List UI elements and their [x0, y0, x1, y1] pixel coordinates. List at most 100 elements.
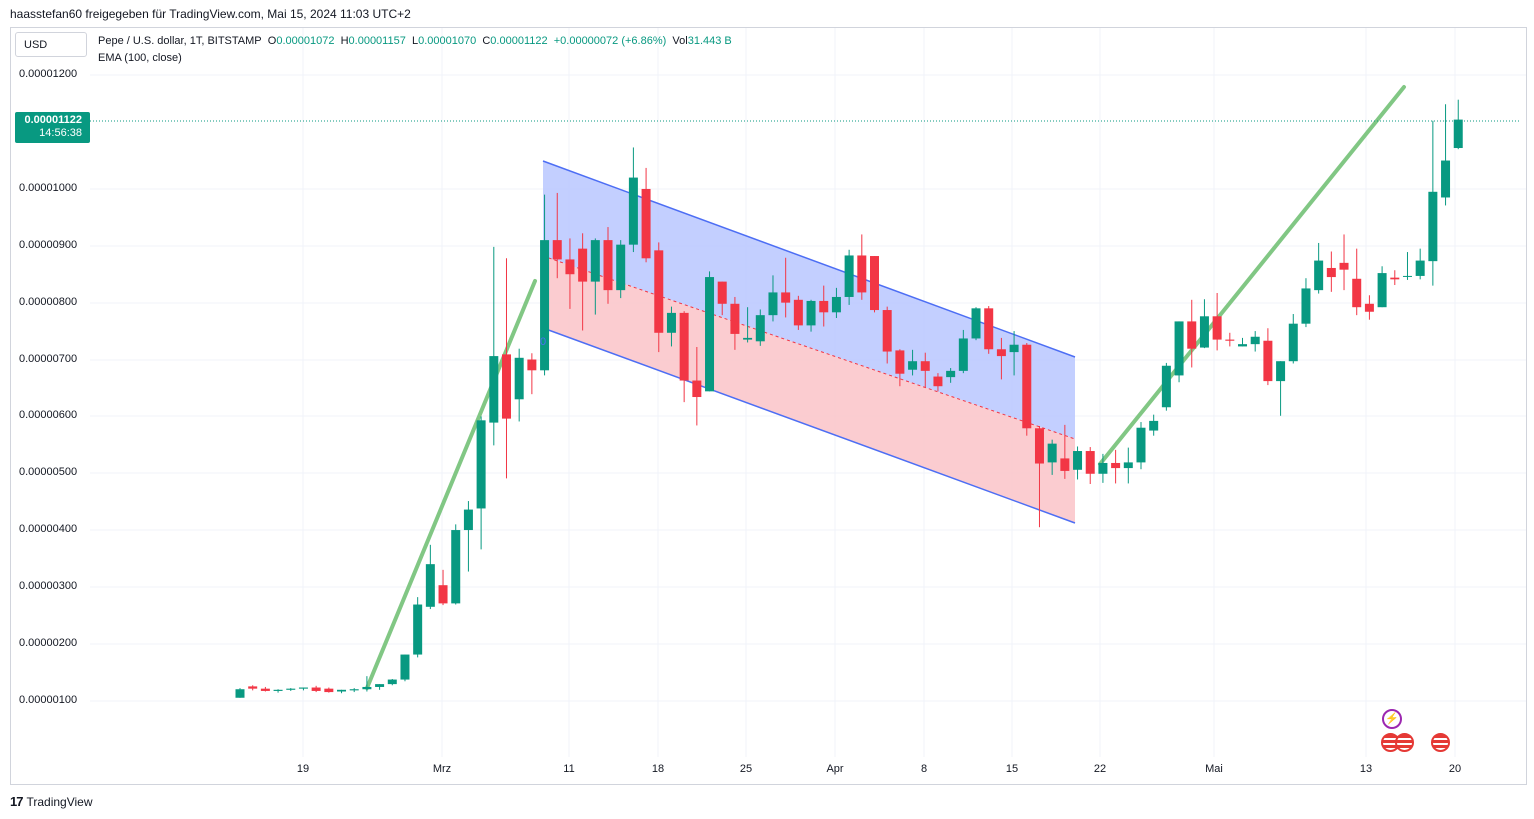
candle-body: [1250, 336, 1260, 345]
candle-body: [1415, 260, 1425, 276]
candle-body: [1263, 340, 1273, 382]
candle: [1339, 234, 1349, 291]
candle-body: [616, 244, 626, 291]
legend-close-label: C: [482, 35, 491, 47]
candle-body: [1073, 451, 1083, 470]
tradingview-logo-icon: 17: [10, 794, 24, 809]
lightning-event-icon[interactable]: ⚡: [1382, 709, 1402, 729]
candle: [1276, 361, 1286, 416]
candle-body: [882, 310, 892, 352]
channel-upper-fill: [543, 161, 1075, 439]
candle: [1314, 242, 1324, 294]
x-tick-label: Apr: [826, 763, 844, 775]
legend-volume: 31.443 B: [687, 35, 732, 47]
candle: [1111, 449, 1121, 484]
candle-body: [844, 255, 854, 297]
candle: [1415, 248, 1425, 280]
candle-body: [324, 688, 334, 693]
indicator-legend[interactable]: EMA (100, close): [98, 52, 182, 64]
candle-body: [1390, 277, 1400, 280]
candle-body: [641, 188, 651, 259]
candle: [1377, 266, 1387, 308]
current-price-value: 0.00001122: [24, 114, 82, 126]
candle: [1441, 104, 1451, 206]
candle: [628, 147, 638, 253]
candle: [819, 285, 829, 327]
candle-body: [1364, 303, 1374, 312]
trend-lines: [365, 85, 1406, 690]
candle: [1428, 120, 1438, 286]
candle-body: [1136, 427, 1146, 463]
candle: [489, 246, 499, 446]
candle: [1085, 447, 1095, 485]
candle: [933, 373, 943, 392]
candle-body: [1453, 119, 1463, 149]
candle: [743, 307, 753, 343]
us-flag-event-icon[interactable]: [1431, 733, 1450, 752]
currency-button[interactable]: USD: [15, 32, 87, 57]
candle: [1402, 252, 1412, 280]
candle: [984, 306, 994, 354]
candle-body: [768, 292, 778, 316]
candle-body: [1301, 288, 1311, 324]
candle: [1034, 426, 1044, 528]
candle-body: [920, 361, 930, 371]
candle: [311, 685, 321, 693]
candle: [273, 689, 283, 693]
candle: [946, 368, 956, 383]
candle-body: [235, 689, 245, 698]
grid-lines: [90, 28, 1526, 757]
candle: [844, 249, 854, 305]
candle-body: [349, 689, 359, 691]
candle-body: [603, 240, 613, 291]
candle-body: [971, 308, 981, 339]
candle: [717, 281, 727, 316]
candle-body: [984, 308, 994, 350]
x-tick-label: 22: [1093, 763, 1107, 775]
candle-body: [1161, 365, 1171, 408]
y-tick-label: 0.00000600: [19, 409, 78, 421]
candle-body: [425, 564, 435, 607]
trend-line-1: [365, 279, 537, 690]
candle-body: [1174, 321, 1184, 376]
candle: [908, 349, 918, 376]
legend-symbol[interactable]: Pepe / U.S. dollar, 1T, BITSTAMP: [98, 35, 262, 47]
candle-body: [438, 585, 448, 604]
candle-body: [476, 420, 486, 509]
candle: [1123, 447, 1133, 484]
candle-body: [996, 349, 1006, 357]
candle: [590, 238, 600, 315]
candle: [1161, 362, 1171, 411]
y-tick-label: 0.00000500: [19, 466, 78, 478]
candle: [248, 685, 258, 691]
candle: [1060, 424, 1070, 479]
candle-body: [527, 359, 537, 371]
candle: [1352, 248, 1362, 316]
candle: [1212, 292, 1222, 351]
candle-body: [260, 688, 270, 691]
x-tick-label: 13: [1359, 763, 1373, 775]
candle-body: [895, 350, 905, 374]
candle: [1364, 295, 1374, 320]
x-tick-label: 20: [1448, 763, 1462, 775]
candle-body: [1352, 278, 1362, 308]
candle-body: [1111, 462, 1121, 469]
candle-body: [692, 380, 702, 398]
candle: [755, 309, 765, 346]
candle: [451, 524, 461, 605]
tradingview-footer[interactable]: 17 TradingView: [10, 794, 93, 809]
candle-body: [933, 376, 943, 387]
x-tick-label: 19: [296, 763, 310, 775]
candle: [971, 307, 981, 341]
candle-body: [1149, 420, 1159, 431]
bar-countdown: 14:56:38: [39, 127, 82, 139]
ohlc-legend: Pepe / U.S. dollar, 1T, BITSTAMP O0.0000…: [98, 35, 732, 47]
legend-low-label: L: [411, 35, 419, 47]
candle: [1453, 99, 1463, 150]
us-flag-event-icon[interactable]: [1395, 733, 1414, 752]
candle: [400, 654, 410, 682]
candle-body: [705, 277, 715, 392]
candle: [920, 352, 930, 388]
legend-volume-label: Vol: [672, 35, 688, 47]
